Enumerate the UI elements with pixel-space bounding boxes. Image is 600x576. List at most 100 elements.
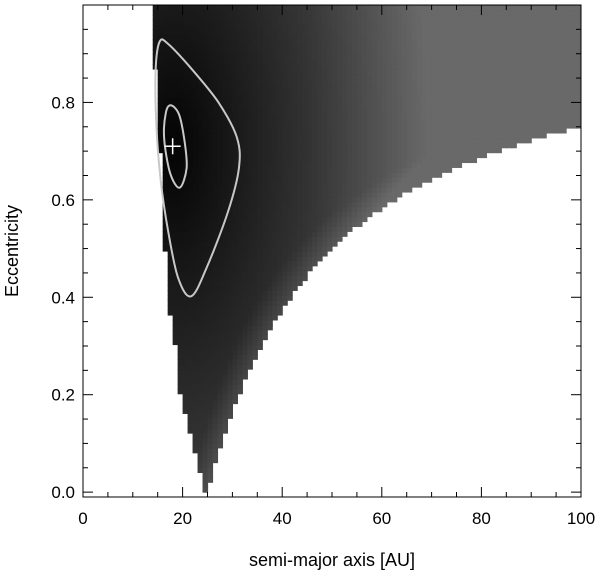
- heatmap-cell: [566, 9, 572, 16]
- heatmap-cell: [192, 260, 199, 267]
- heatmap-cell: [192, 378, 199, 385]
- heatmap-cell: [252, 54, 258, 60]
- heatmap-cell: [182, 226, 189, 232]
- heatmap-cell: [192, 324, 199, 331]
- heatmap-cell: [222, 73, 229, 80]
- heatmap-cell: [317, 108, 323, 114]
- heatmap-cell: [167, 216, 174, 223]
- heatmap-cell: [322, 216, 328, 223]
- heatmap-cell: [212, 388, 219, 395]
- heatmap-cell: [361, 78, 368, 85]
- heatmap-cell: [466, 123, 473, 129]
- heatmap-cell: [202, 172, 209, 178]
- heatmap-cell: [371, 68, 378, 75]
- heatmap-cell: [327, 162, 333, 168]
- heatmap-cell: [496, 9, 502, 16]
- heatmap-cell: [366, 64, 373, 70]
- heatmap-cell: [207, 118, 214, 124]
- heatmap-cell: [391, 177, 398, 183]
- heatmap-cell: [376, 147, 383, 154]
- heatmap-cell: [187, 354, 194, 360]
- heatmap-cell: [431, 5, 438, 11]
- heatmap-cell: [506, 64, 512, 70]
- heatmap-cell: [277, 128, 283, 134]
- heatmap-cell: [361, 103, 368, 109]
- heatmap-cell: [192, 5, 199, 11]
- heatmap-cell: [322, 88, 328, 95]
- heatmap-cell: [212, 265, 219, 272]
- heatmap-cell: [406, 103, 413, 109]
- heatmap-cell: [257, 93, 263, 100]
- heatmap-cell: [361, 44, 368, 50]
- heatmap-cell: [192, 364, 199, 370]
- heatmap-cell: [396, 24, 403, 31]
- heatmap-cell: [376, 5, 383, 11]
- heatmap-cell: [242, 201, 248, 208]
- heatmap-cell: [277, 162, 283, 168]
- heatmap-cell: [436, 128, 443, 134]
- heatmap-cell: [307, 68, 313, 75]
- heatmap-cell: [222, 359, 229, 365]
- heatmap-cell: [466, 88, 473, 95]
- heatmap-cell: [192, 359, 199, 365]
- heatmap-cell: [237, 39, 243, 45]
- heatmap-cell: [481, 68, 487, 75]
- heatmap-cell: [541, 108, 547, 114]
- heatmap-cell: [167, 270, 174, 277]
- heatmap-cell: [297, 98, 303, 104]
- heatmap-cell: [292, 152, 298, 159]
- heatmap-cell: [366, 177, 373, 183]
- heatmap-cell: [351, 152, 358, 159]
- heatmap-cell: [332, 83, 338, 90]
- heatmap-cell: [237, 64, 243, 70]
- heatmap-cell: [561, 93, 567, 100]
- heatmap-cell: [252, 93, 258, 100]
- heatmap-cell: [292, 177, 298, 183]
- heatmap-cell: [162, 5, 169, 11]
- heatmap-cell: [282, 236, 288, 242]
- heatmap-cell: [157, 128, 164, 134]
- heatmap-cell: [242, 128, 248, 134]
- heatmap-cell: [481, 98, 487, 104]
- heatmap-cell: [177, 221, 184, 227]
- heatmap-cell: [561, 78, 567, 85]
- heatmap-cell: [406, 64, 413, 70]
- heatmap-cell: [192, 447, 199, 454]
- heatmap-cell: [292, 68, 298, 75]
- heatmap-cell: [441, 5, 448, 11]
- heatmap-cell: [197, 452, 204, 459]
- heatmap-cell: [272, 5, 278, 11]
- heatmap-cell: [361, 108, 368, 114]
- heatmap-cell: [386, 83, 393, 90]
- heatmap-cell: [272, 29, 278, 36]
- heatmap-cell: [356, 103, 363, 109]
- heatmap-cell: [222, 398, 229, 405]
- heatmap-cell: [237, 305, 243, 311]
- heatmap-cell: [361, 147, 368, 154]
- heatmap-cell: [461, 49, 468, 55]
- heatmap-cell: [307, 19, 313, 26]
- heatmap-cell: [192, 310, 199, 316]
- heatmap-cell: [541, 59, 547, 65]
- heatmap-cell: [267, 162, 273, 168]
- heatmap-cell: [267, 236, 273, 242]
- heatmap-cell: [531, 132, 537, 139]
- heatmap-cell: [242, 191, 248, 198]
- heatmap-cell: [207, 123, 214, 129]
- heatmap-cell: [202, 196, 209, 203]
- heatmap-cell: [546, 78, 552, 85]
- heatmap-cell: [192, 196, 199, 203]
- heatmap-cell: [232, 172, 238, 178]
- heatmap-cell: [541, 14, 547, 21]
- heatmap-cell: [406, 44, 413, 50]
- heatmap-cell: [576, 73, 581, 80]
- heatmap-cell: [247, 359, 253, 365]
- heatmap-cell: [461, 78, 468, 85]
- heatmap-cell: [381, 98, 388, 104]
- heatmap-cell: [476, 24, 482, 31]
- heatmap-cell: [551, 123, 557, 129]
- heatmap-cell: [197, 442, 204, 449]
- heatmap-cell: [217, 255, 224, 262]
- heatmap-cell: [212, 255, 219, 262]
- heatmap-cell: [386, 93, 393, 100]
